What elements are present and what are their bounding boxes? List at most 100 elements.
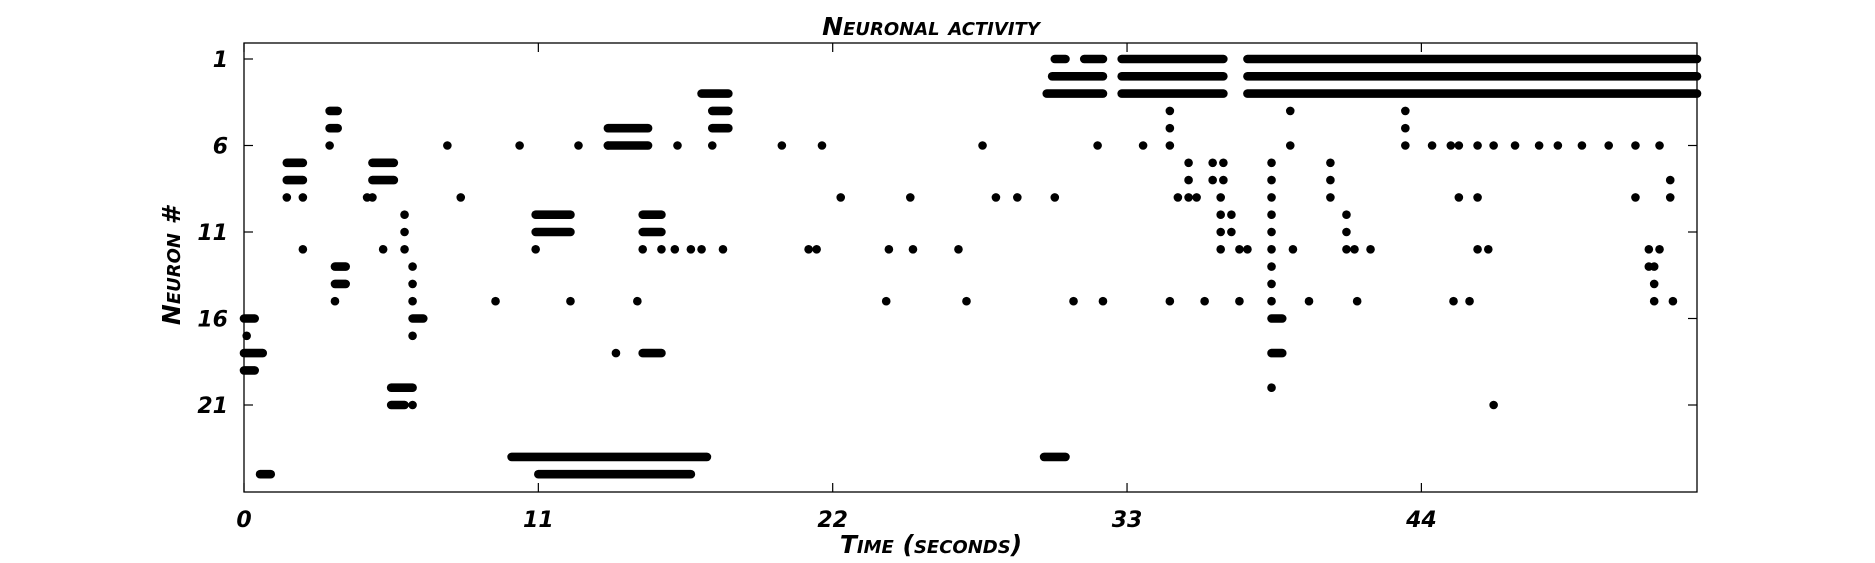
spike-point: [1489, 141, 1498, 150]
y-tick-label: 6: [213, 135, 228, 160]
spike-point: [408, 400, 417, 410]
spike-point: [443, 141, 452, 150]
spike-point: [1267, 262, 1276, 271]
x-axis-label: Time (seconds): [840, 530, 1022, 559]
spike-point: [1577, 141, 1587, 150]
spike-point: [400, 210, 409, 219]
spike-point: [1649, 279, 1659, 289]
spike-point: [697, 245, 706, 254]
spike-point: [1267, 193, 1276, 202]
spike-point: [1184, 158, 1193, 168]
spike-point: [812, 245, 821, 254]
spike-point: [1285, 106, 1295, 116]
spike-point: [657, 245, 666, 254]
spike-point: [1267, 175, 1276, 185]
spike-point: [298, 193, 308, 202]
y-tick-label: 11: [197, 221, 228, 246]
spike-point: [638, 245, 648, 254]
spike-point: [777, 141, 787, 150]
spike-point: [1366, 245, 1375, 254]
spike-point: [611, 348, 621, 358]
spike-point: [1093, 141, 1102, 150]
spike-point: [1267, 227, 1276, 237]
spike-point: [804, 245, 813, 254]
spike-point: [707, 141, 717, 150]
spike-point: [1401, 106, 1410, 116]
spike-point: [1352, 296, 1362, 306]
spike-point: [1267, 279, 1276, 289]
spike-point: [1644, 245, 1654, 254]
spike-point: [1326, 193, 1335, 202]
spike-point: [1184, 175, 1193, 185]
x-tick-label: 0: [236, 508, 251, 533]
spike-point: [400, 227, 409, 237]
spike-point: [1534, 141, 1544, 150]
spike-point: [491, 296, 500, 306]
spike-point: [282, 193, 292, 202]
spike-point: [1304, 296, 1314, 306]
spike-point: [330, 296, 340, 306]
spike-point: [408, 331, 417, 341]
spike-point: [1165, 106, 1175, 116]
spike-point: [1200, 296, 1209, 306]
spike-point: [1326, 175, 1335, 185]
spike-point: [1216, 245, 1225, 254]
x-tick-label: 33: [1112, 508, 1143, 533]
spike-point: [1342, 245, 1351, 254]
spike-point: [905, 193, 915, 202]
spike-point: [1267, 158, 1276, 168]
spike-point: [884, 245, 894, 254]
spike-point: [1553, 141, 1563, 150]
spike-point: [1192, 193, 1201, 202]
spike-point: [1165, 141, 1175, 150]
spike-point: [368, 193, 377, 202]
spike-point: [1446, 141, 1456, 150]
spike-point: [1649, 296, 1659, 306]
spike-point: [1401, 141, 1410, 150]
y-axis-label: Neuron #: [157, 204, 186, 325]
spike-point: [1473, 193, 1482, 202]
spike-point: [1184, 193, 1193, 202]
spike-point: [1219, 158, 1228, 168]
spike-point: [1401, 123, 1410, 133]
spike-point: [325, 141, 334, 150]
spike-point: [686, 245, 696, 254]
spike-point: [1631, 193, 1640, 202]
spike-point: [566, 296, 575, 306]
spike-point: [991, 193, 1001, 202]
spike-point: [962, 296, 971, 306]
spike-point: [408, 279, 417, 289]
spike-point: [1489, 400, 1498, 410]
spike-point: [1510, 141, 1520, 150]
spike-point: [1465, 296, 1474, 306]
spike-point: [1216, 210, 1225, 219]
spike-point: [1631, 141, 1640, 150]
data-points: [239, 54, 1702, 479]
spike-point: [298, 245, 308, 254]
spike-point: [1165, 296, 1175, 306]
spike-point: [978, 141, 987, 150]
spike-point: [1342, 210, 1351, 219]
y-tick-label: 21: [197, 394, 228, 419]
spike-point: [1267, 210, 1276, 219]
spike-point: [1288, 245, 1298, 254]
spike-point: [1655, 245, 1664, 254]
spike-point: [456, 193, 466, 202]
x-tick-label: 22: [817, 508, 848, 533]
spike-point: [1208, 175, 1217, 185]
spike-point: [1342, 227, 1351, 237]
spike-point: [1243, 245, 1252, 254]
spike-point: [633, 296, 642, 306]
spike-point: [531, 245, 540, 254]
spike-point: [881, 296, 891, 306]
spike-point: [1483, 245, 1493, 254]
spike-point: [1013, 193, 1022, 202]
spike-point: [400, 245, 409, 254]
spike-point: [1668, 296, 1678, 306]
spike-point: [1665, 175, 1675, 185]
spike-point: [1350, 245, 1359, 254]
spike-point: [574, 141, 583, 150]
spike-point: [408, 296, 417, 306]
